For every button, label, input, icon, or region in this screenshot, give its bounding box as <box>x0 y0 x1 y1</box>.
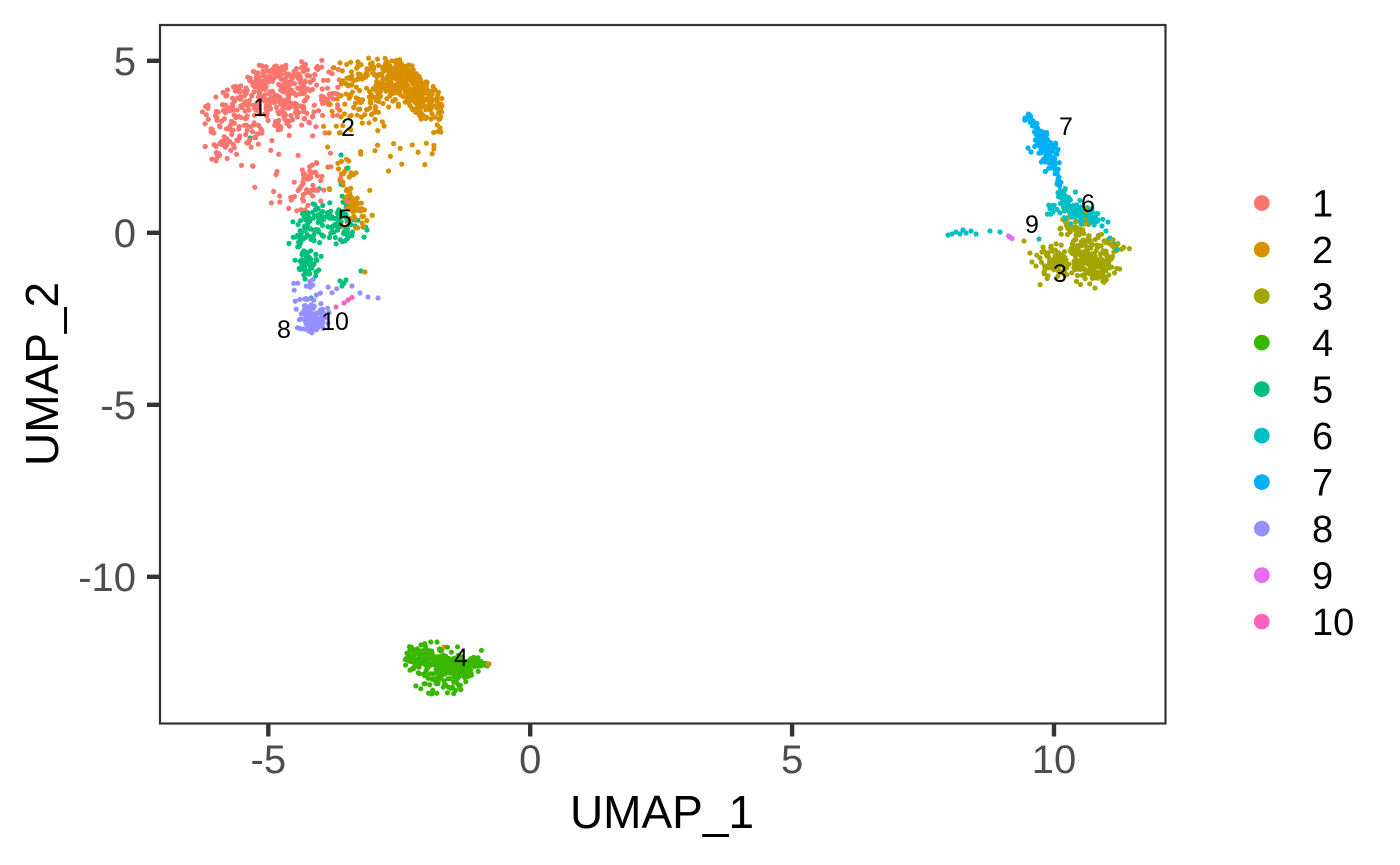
svg-text:5: 5 <box>781 738 803 782</box>
svg-text:0: 0 <box>114 212 136 256</box>
svg-text:5: 5 <box>114 40 136 84</box>
svg-text:9: 9 <box>1025 211 1039 239</box>
svg-text:4: 4 <box>1312 323 1333 365</box>
svg-text:6: 6 <box>1081 190 1095 218</box>
svg-text:2: 2 <box>1312 230 1333 272</box>
svg-text:2: 2 <box>341 114 355 142</box>
svg-text:7: 7 <box>1059 113 1073 141</box>
svg-text:8: 8 <box>1312 509 1333 551</box>
svg-text:UMAP_2: UMAP_2 <box>16 282 68 466</box>
svg-text:5: 5 <box>1312 370 1333 412</box>
svg-text:0: 0 <box>519 738 541 782</box>
svg-text:3: 3 <box>1053 260 1067 288</box>
svg-text:9: 9 <box>1312 556 1333 598</box>
svg-text:1: 1 <box>253 94 267 122</box>
svg-text:UMAP_1: UMAP_1 <box>570 786 754 838</box>
svg-text:10: 10 <box>321 308 349 336</box>
svg-text:3: 3 <box>1312 277 1333 319</box>
svg-text:10: 10 <box>1032 738 1077 782</box>
svg-text:10: 10 <box>1312 602 1354 644</box>
svg-text:-5: -5 <box>251 738 287 782</box>
svg-text:7: 7 <box>1312 463 1333 505</box>
svg-text:4: 4 <box>454 644 468 672</box>
svg-text:6: 6 <box>1312 416 1333 458</box>
svg-text:5: 5 <box>338 205 352 233</box>
svg-text:-10: -10 <box>78 556 136 600</box>
svg-text:1: 1 <box>1312 184 1333 226</box>
svg-text:8: 8 <box>277 316 291 344</box>
svg-text:-5: -5 <box>100 384 136 428</box>
